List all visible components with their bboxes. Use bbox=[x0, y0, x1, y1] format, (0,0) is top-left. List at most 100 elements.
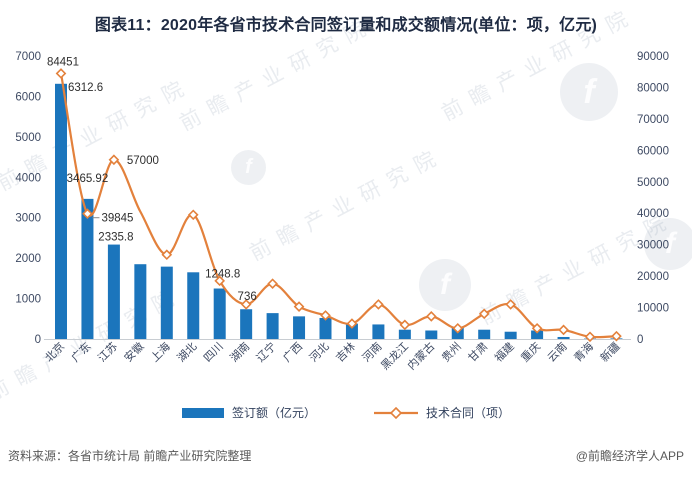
marker-四川 bbox=[214, 275, 226, 287]
marker-辽宁 bbox=[267, 278, 278, 289]
bar-吉林 bbox=[345, 323, 358, 339]
marker-上海 bbox=[161, 249, 173, 261]
line-value-label: 39845 bbox=[101, 213, 133, 225]
bar-value-label: 6312.6 bbox=[68, 82, 103, 94]
marker-贵州 bbox=[452, 322, 464, 334]
right-axis-tick: 70000 bbox=[637, 114, 669, 126]
marker-湖北 bbox=[187, 209, 199, 221]
bar-甘肃 bbox=[478, 329, 491, 339]
right-axis-tick: 0 bbox=[637, 334, 643, 346]
left-axis-tick: 7000 bbox=[15, 51, 41, 63]
bar-黑龙江 bbox=[398, 329, 411, 339]
x-label-河北: 河北 bbox=[307, 340, 332, 365]
line-value-label: 57000 bbox=[127, 155, 159, 167]
marker-江苏 bbox=[108, 154, 120, 166]
x-label-吉林: 吉林 bbox=[333, 339, 358, 364]
bar-value-label: 2335.8 bbox=[98, 232, 133, 244]
marker-吉林 bbox=[346, 318, 358, 329]
x-label-辽宁: 辽宁 bbox=[253, 339, 278, 364]
bar-云南 bbox=[557, 336, 570, 339]
bar-上海 bbox=[160, 266, 173, 339]
bar-河北 bbox=[319, 317, 332, 339]
bar-内蒙古 bbox=[425, 330, 438, 339]
marker-黑龙江 bbox=[399, 319, 411, 331]
page-title: 图表11：2020年各省市技术合同签订量和成交额情况(单位：项，亿元) bbox=[94, 17, 598, 34]
x-label-内蒙古: 内蒙古 bbox=[404, 339, 437, 372]
legend-item-line-series: 技术合同（项） bbox=[374, 404, 510, 421]
bar-江苏 bbox=[107, 244, 120, 339]
legend-label-bar-series: 签订额（亿元） bbox=[231, 406, 316, 420]
bar-安徽 bbox=[134, 264, 147, 339]
x-label-广西: 广西 bbox=[280, 340, 305, 365]
marker-河南 bbox=[373, 299, 384, 310]
bar-湖北 bbox=[187, 272, 200, 339]
marker-内蒙古 bbox=[425, 311, 437, 322]
x-label-新疆: 新疆 bbox=[597, 339, 622, 364]
bar-广西 bbox=[293, 316, 306, 339]
x-label-安徽: 安徽 bbox=[121, 339, 146, 364]
right-axis-tick: 30000 bbox=[637, 240, 669, 252]
left-axis-tick: 1000 bbox=[15, 294, 41, 306]
x-label-广东: 广东 bbox=[69, 340, 94, 365]
bar-辽宁 bbox=[266, 313, 279, 339]
x-label-北京: 北京 bbox=[42, 339, 67, 364]
legend: 签订额（亿元） 技术合同（项） bbox=[0, 404, 692, 421]
x-label-湖北: 湖北 bbox=[175, 340, 200, 365]
marker-甘肃 bbox=[478, 308, 490, 320]
source-note: 资料来源：各省市统计局 前瞻产业研究院整理 bbox=[8, 449, 252, 463]
marker-青海 bbox=[584, 331, 596, 343]
marker-福建 bbox=[505, 299, 516, 310]
right-axis-tick: 10000 bbox=[637, 303, 669, 315]
x-label-贵州: 贵州 bbox=[439, 340, 464, 365]
bar-广东 bbox=[81, 198, 94, 339]
marker-广东 bbox=[82, 208, 93, 220]
bar-重庆 bbox=[531, 330, 544, 339]
x-label-湖南: 湖南 bbox=[228, 340, 253, 365]
left-axis-tick: 2000 bbox=[15, 253, 41, 265]
right-axis-tick: 90000 bbox=[637, 51, 669, 63]
bar-series-swatch bbox=[181, 407, 224, 418]
x-label-甘肃: 甘肃 bbox=[466, 340, 491, 365]
marker-湖南 bbox=[240, 299, 252, 310]
marker-云南 bbox=[558, 324, 569, 336]
bar-四川 bbox=[213, 288, 226, 339]
marker-北京 bbox=[55, 68, 67, 79]
bar-福建 bbox=[504, 331, 517, 339]
bar-value-label: 736 bbox=[238, 291, 257, 303]
left-axis-tick: 0 bbox=[35, 334, 41, 346]
left-axis-tick: 6000 bbox=[15, 91, 41, 103]
marker-重庆 bbox=[531, 322, 543, 334]
x-label-上海: 上海 bbox=[147, 339, 172, 364]
legend-label-line-series: 技术合同（项） bbox=[426, 406, 511, 420]
legend-item-bar-series: 签订额（亿元） bbox=[181, 404, 316, 421]
right-axis-tick: 20000 bbox=[637, 271, 669, 283]
x-label-四川: 四川 bbox=[202, 341, 226, 365]
bar-湖南 bbox=[240, 309, 253, 339]
bar-北京 bbox=[55, 83, 67, 339]
x-label-福建: 福建 bbox=[491, 339, 516, 364]
marker-广西 bbox=[293, 301, 305, 312]
right-axis-tick: 60000 bbox=[637, 145, 669, 157]
line-value-label: 84451 bbox=[47, 56, 79, 68]
marker-河北 bbox=[320, 310, 331, 321]
app-credit: @前瞻经济学人APP bbox=[575, 449, 684, 463]
bar-value-label: 3465.92 bbox=[67, 173, 109, 185]
x-label-云南: 云南 bbox=[545, 340, 570, 365]
x-label-青海: 青海 bbox=[571, 339, 596, 364]
line-series-swatch bbox=[374, 406, 418, 419]
x-label-江苏: 江苏 bbox=[95, 340, 120, 365]
right-axis-tick: 80000 bbox=[637, 82, 669, 94]
bar-河南 bbox=[372, 324, 385, 339]
combo-chart-canvas: 0100020003000400050006000700001000020000… bbox=[15, 51, 669, 373]
right-axis-tick: 40000 bbox=[637, 208, 669, 220]
footer: 资料来源：各省市统计局 前瞻产业研究院整理 @前瞻经济学人APP bbox=[0, 447, 692, 464]
x-label-黑龙江: 黑龙江 bbox=[378, 340, 411, 373]
marker-新疆 bbox=[611, 330, 622, 342]
right-axis-tick: 50000 bbox=[637, 177, 669, 189]
left-axis-tick: 5000 bbox=[15, 132, 41, 144]
bar-value-label: 1248.8 bbox=[205, 269, 240, 281]
left-axis-tick: 4000 bbox=[15, 172, 41, 184]
left-axis-tick: 3000 bbox=[15, 213, 41, 225]
x-label-重庆: 重庆 bbox=[518, 339, 543, 364]
